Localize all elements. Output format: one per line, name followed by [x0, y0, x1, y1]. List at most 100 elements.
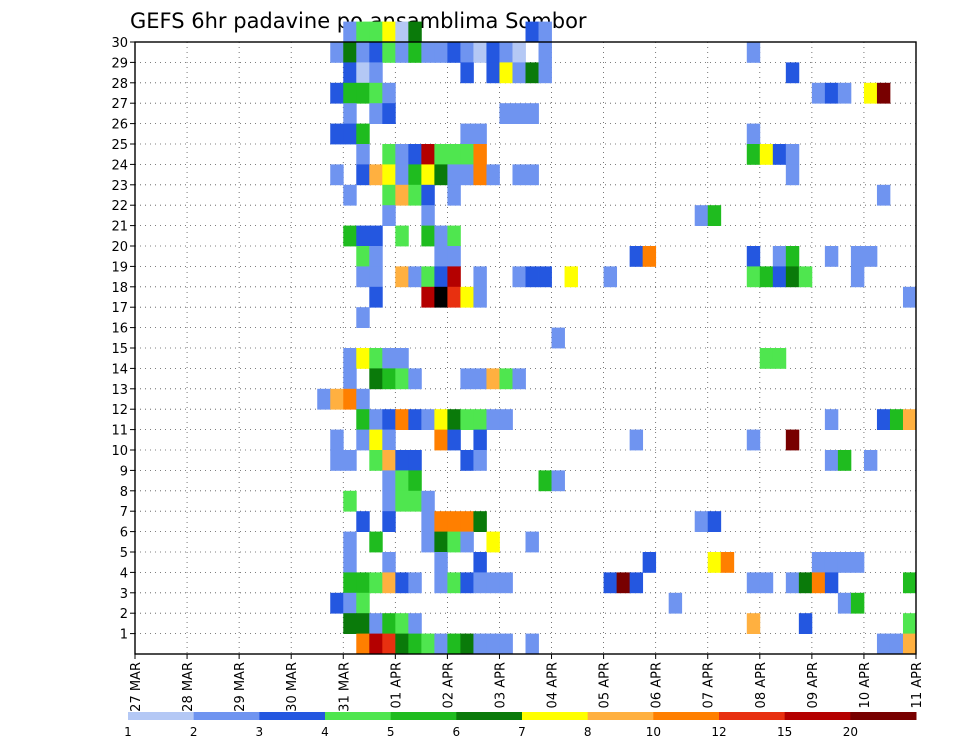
- heatmap-cell: [460, 409, 474, 430]
- heatmap-cell: [395, 409, 409, 430]
- colorbar-swatch: [128, 712, 195, 720]
- heatmap-cell: [356, 225, 370, 247]
- heatmap-cell: [486, 531, 500, 553]
- heatmap-cell: [486, 633, 500, 655]
- heatmap-cell: [772, 144, 787, 165]
- heatmap-cell: [408, 490, 422, 512]
- heatmap-cell: [460, 123, 474, 145]
- heatmap-cell: [356, 82, 370, 104]
- heatmap-cell: [642, 246, 657, 267]
- heatmap-cell: [460, 62, 474, 84]
- heatmap-cell: [447, 429, 461, 451]
- x-tick-label: 03 APR: [493, 662, 508, 708]
- heatmap-cell: [343, 531, 357, 553]
- heatmap-cell: [382, 42, 396, 63]
- heatmap-cell: [356, 592, 370, 614]
- heatmap-cell: [343, 552, 357, 573]
- heatmap-cell: [356, 633, 370, 655]
- heatmap-cell: [434, 42, 448, 63]
- heatmap-cell: [369, 225, 383, 247]
- heatmap-cell: [863, 450, 878, 471]
- y-tick-label: 30: [111, 36, 128, 51]
- heatmap-cell: [356, 572, 370, 594]
- colorbar-swatch: [653, 712, 720, 720]
- colorbar-swatch: [193, 712, 260, 720]
- heatmap-cell: [694, 205, 709, 226]
- heatmap-cell: [395, 633, 409, 655]
- heatmap-cell: [499, 368, 513, 390]
- heatmap-cell: [512, 164, 526, 186]
- heatmap-cell: [369, 450, 383, 471]
- heatmap-cell: [395, 164, 409, 186]
- colorbar-swatch: [522, 712, 589, 720]
- heatmap-cell: [707, 205, 722, 226]
- heatmap-cell: [564, 266, 578, 288]
- heatmap-cell: [785, 62, 800, 84]
- heatmap-cell: [447, 511, 461, 532]
- heatmap-cell: [395, 225, 409, 247]
- heatmap-cell: [772, 348, 787, 369]
- heatmap-cell: [824, 246, 839, 267]
- colorbar: 1 2 3 4 5 6 7 8 10 12 15 20: [124, 712, 917, 739]
- y-tick-label: 14: [111, 362, 128, 377]
- heatmap-cell: [447, 409, 461, 430]
- heatmap-cell: [343, 103, 357, 124]
- heatmap-cell: [421, 205, 435, 226]
- heatmap-cell: [382, 552, 396, 573]
- heatmap-cell: [486, 368, 500, 390]
- heatmap-cell: [382, 205, 396, 226]
- heatmap-cell: [369, 409, 383, 430]
- heatmap-cell: [642, 552, 657, 573]
- heatmap-cell: [798, 572, 813, 594]
- heatmap-cell: [382, 368, 396, 390]
- colorbar-label: 5: [387, 725, 395, 739]
- heatmap-cell: [369, 82, 383, 104]
- heatmap-cell: [603, 266, 618, 288]
- heatmap-cell: [460, 633, 474, 655]
- heatmap-cell: [434, 409, 448, 430]
- heatmap-cell: [785, 266, 800, 288]
- heatmap-cell: [408, 144, 422, 165]
- heatmap-cell: [434, 531, 448, 553]
- y-tick-label: 29: [111, 56, 128, 71]
- heatmap-cell: [343, 21, 357, 43]
- colorbar-label: 6: [453, 725, 461, 739]
- heatmap-cell: [486, 164, 500, 186]
- y-tick-label: 15: [111, 342, 128, 357]
- heatmap-cell: [486, 572, 500, 594]
- y-tick-label: 2: [120, 607, 128, 622]
- heatmap-cell: [629, 429, 644, 451]
- heatmap-cell: [356, 144, 370, 165]
- heatmap-cell: [551, 470, 565, 492]
- heatmap-cell: [538, 470, 552, 492]
- heatmap-cell: [421, 286, 435, 308]
- heatmap-cell: [473, 42, 487, 63]
- heatmap-cell: [447, 246, 461, 267]
- heatmap-cell: [382, 490, 396, 512]
- heatmap-cell: [382, 429, 396, 451]
- heatmap-cell: [356, 429, 370, 451]
- heatmap-cell: [473, 450, 487, 471]
- heatmap-cell: [395, 348, 409, 369]
- heatmap-cell: [746, 429, 761, 451]
- heatmap-cell: [382, 164, 396, 186]
- heatmap-cell: [525, 531, 539, 553]
- heatmap-cell: [408, 42, 422, 63]
- heatmap-cell: [356, 388, 370, 410]
- heatmap-cell: [382, 348, 396, 369]
- heatmap-cell: [330, 450, 344, 471]
- y-tick-label: 1: [120, 628, 128, 643]
- heatmap-cell: [759, 144, 774, 165]
- heatmap-cell: [499, 633, 513, 655]
- y-tick-label: 26: [111, 118, 128, 133]
- heatmap-cell: [720, 552, 735, 573]
- heatmap-cell: [421, 409, 435, 430]
- heatmap-cell: [356, 42, 370, 63]
- heatmap-cell: [369, 42, 383, 63]
- y-tick-label: 28: [111, 77, 128, 92]
- heatmap-cell: [421, 144, 435, 165]
- heatmap-cell: [811, 552, 826, 573]
- heatmap-cell: [408, 21, 422, 43]
- heatmap-cell: [434, 144, 448, 165]
- heatmap-cell: [356, 409, 370, 430]
